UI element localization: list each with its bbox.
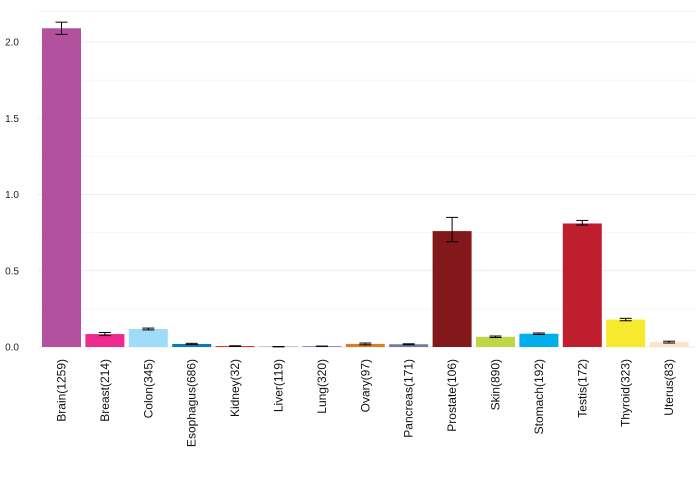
y-tick-label: 1.5 [5,114,19,125]
y-tick-label: 2.0 [5,38,19,49]
bar [345,343,385,347]
x-tick-label: Colon(345) [141,359,155,418]
bar [172,343,212,347]
x-tick-label: Breast(214) [98,359,112,422]
bar [389,344,429,347]
x-tick-label: Ovary(97) [358,359,372,412]
bar [476,336,515,347]
bar [606,319,646,347]
y-tick-label: 0.5 [5,266,19,277]
x-tick-label: Prostate(106) [445,359,459,432]
bar [649,342,689,347]
x-tick-label: Pancreas(171) [402,359,416,438]
bar [85,334,125,347]
x-tick-label: Kidney(32) [228,359,242,417]
x-tick-label: Lung(320) [315,359,329,414]
bar [42,28,81,348]
x-tick-label: Thyroid(323) [619,359,633,427]
y-tick-label: 0.0 [5,343,19,354]
x-tick-label: Liver(119) [272,359,286,412]
x-tick-label: Stomach(192) [532,359,546,434]
x-tick-label: Esophagus(686) [185,359,199,447]
bar [519,333,559,347]
x-tick-label: Uterus(83) [662,359,676,416]
x-tick-label: Skin(890) [489,359,503,410]
x-tick-label: Testis(172) [575,359,589,418]
bar [432,231,472,347]
y-tick-label: 1.0 [5,190,19,201]
x-tick-label: Brain(1259) [55,359,69,422]
bar [562,223,602,347]
bar [128,329,168,347]
